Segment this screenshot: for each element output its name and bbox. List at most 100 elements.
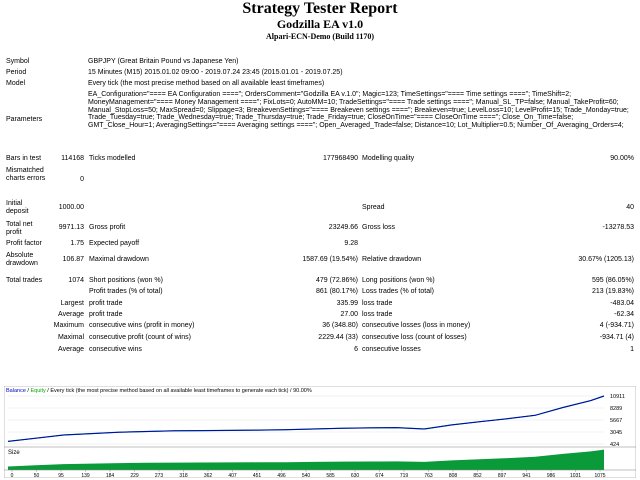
ticks-label: Ticks modelled [89,155,136,162]
x-tick-label: 808 [449,473,458,478]
x-tick-label: 1075 [594,473,605,478]
legend-balance: Balance [6,388,26,394]
chart-legend: Balance / Equity / Every tick (the most … [6,388,312,394]
largest-loss-label: loss trade [362,300,393,307]
x-tick-label: 986 [547,473,556,478]
deposit-value: 1000.00 [58,204,84,211]
symbol-value: GBPJPY (Great Britain Pound vs Japanese … [88,58,239,65]
average-profit-value: 27.00 [340,311,358,318]
average-profit-label: profit trade [89,311,123,318]
size-label: Size [8,450,20,456]
x-tick-label: 318 [179,473,188,478]
bars-value: 114168 [61,155,84,162]
max-losses-value: 4 (-934.71) [599,322,634,329]
average-label: Average [58,311,84,318]
x-tick-labels: 0 50 95 139 184 229 273 318 362 407 451 496 540 585 63… [11,470,606,478]
grossloss-label: Gross loss [362,224,396,231]
y-tick-labels: 10911 8289 5667 3045 424 [610,394,625,448]
long-label: Long positions (won %) [362,277,435,284]
y-tick-label: 10911 [610,394,625,400]
chart-grid [8,395,604,445]
losstrades-label: Loss trades (% of total) [362,288,434,295]
y-tick-label: 424 [610,442,619,448]
maximum-label: Maximum [53,322,84,329]
losstrades-value: 213 (19.83%) [591,288,634,295]
avgcons-label: Average [58,346,84,353]
balance-chart: 10911 8289 5667 3045 424 Balance / Equity / … [4,386,636,478]
short-label: Short positions (won %) [89,277,163,284]
maximal-loss-label: consecutive loss (count of losses) [362,334,467,341]
x-tick-label: 852 [473,473,482,478]
x-tick-label: 139 [81,473,90,478]
x-tick-label: 941 [522,473,531,478]
average-loss-value: -62.34 [614,311,634,318]
max-wins-value: 36 (348.80) [322,322,358,329]
avgcons-losses-value: 1 [630,346,634,353]
y-tick-label: 8289 [610,406,622,412]
netprofit-value: 9971.13 [58,224,84,231]
legend-equity: Equity [30,388,46,394]
maximal-label: Maximal [57,334,84,341]
absdd-value: 106.87 [62,256,84,263]
ea-name: Godzilla EA v1.0 [276,17,364,31]
x-tick-label: 585 [326,473,335,478]
largest-profit-value: 335.99 [336,300,358,307]
size-area [8,449,604,470]
avgcons-wins-value: 6 [354,346,358,353]
reldd-value: 30.67% (1205.13) [578,256,634,263]
x-tick-label: 50 [34,473,40,478]
period-label: Period [6,69,27,76]
x-tick-label: 1031 [570,473,581,478]
maximal-loss-value: -934.71 (4) [599,334,634,341]
largest-profit-label: profit trade [89,300,123,307]
deposit-label: Initial deposit [6,200,29,215]
legend-separator: / [26,388,31,394]
legend-description: / Every tick (the most precise method ba… [46,388,312,394]
short-value: 479 (72.86%) [315,277,358,284]
payoff-value: 9.28 [344,240,358,247]
quality-value: 90.00% [610,155,634,162]
maximal-profit-label: consecutive profit (count of wins) [89,334,191,341]
bars-label: Bars in test [6,155,42,162]
x-tick-label: 273 [155,473,164,478]
x-tick-label: 496 [277,473,286,478]
balance-line [7,395,605,442]
x-tick-label: 0 [11,473,14,478]
absdd-label: Absolute drawdown [6,252,38,267]
long-value: 595 (86.05%) [591,277,634,284]
x-tick-label: 184 [106,473,115,478]
period-value: 15 Minutes (M15) 2015.01.02 09:00 - 2019… [88,69,343,76]
report-title: Strategy Tester Report [242,0,398,17]
x-tick-label: 362 [204,473,213,478]
largest-loss-value: -483.04 [610,300,634,307]
x-tick-label: 95 [58,473,64,478]
x-tick-label: 630 [351,473,360,478]
mismatch-value: 0 [80,176,84,183]
avgcons-wins-label: consecutive wins [89,346,142,353]
max-losses-label: consecutive losses (loss in money) [362,322,471,329]
parameters-value: EA_Configuration="==== EA Configuration … [88,91,629,130]
server-build: Alpari-ECN-Demo (Build 1170) [266,32,374,41]
parameters-label: Parameters [6,116,43,123]
trades-value: 1074 [68,277,84,284]
y-tick-label: 3045 [610,430,622,436]
spread-value: 40 [626,204,634,211]
quality-label: Modelling quality [362,155,415,162]
avgcons-losses-label: consecutive losses [362,346,421,353]
maximal-profit-value: 2229.44 (33) [318,334,358,341]
profittrades-value: 861 (80.17%) [315,288,358,295]
maxdd-value: 1587.69 (19.54%) [302,256,358,263]
ticks-value: 177968490 [322,155,358,162]
mismatch-label: Mismatched charts errors [6,167,46,182]
y-tick-label: 5667 [610,418,622,424]
reldd-label: Relative drawdown [362,256,422,263]
profittrades-label: Profit trades (% of total) [89,288,163,295]
x-tick-label: 407 [228,473,237,478]
trades-label: Total trades [6,277,43,284]
average-loss-label: loss trade [362,311,393,318]
spread-label: Spread [362,204,385,211]
grossloss-value: -13278.53 [602,224,634,231]
max-wins-label: consecutive wins (profit in money) [89,322,195,329]
x-tick-label: 229 [130,473,139,478]
largest-label: Largest [60,300,84,307]
